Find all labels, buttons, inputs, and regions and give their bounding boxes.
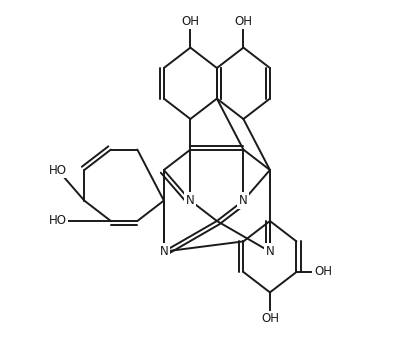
Text: N: N xyxy=(239,194,248,207)
Text: HO: HO xyxy=(49,164,67,176)
Text: OH: OH xyxy=(261,312,279,325)
Text: OH: OH xyxy=(314,266,332,278)
Text: OH: OH xyxy=(234,15,252,28)
Text: N: N xyxy=(186,194,195,207)
Text: N: N xyxy=(266,245,274,258)
Text: N: N xyxy=(160,245,168,258)
Text: OH: OH xyxy=(182,15,199,28)
Text: HO: HO xyxy=(49,215,67,227)
